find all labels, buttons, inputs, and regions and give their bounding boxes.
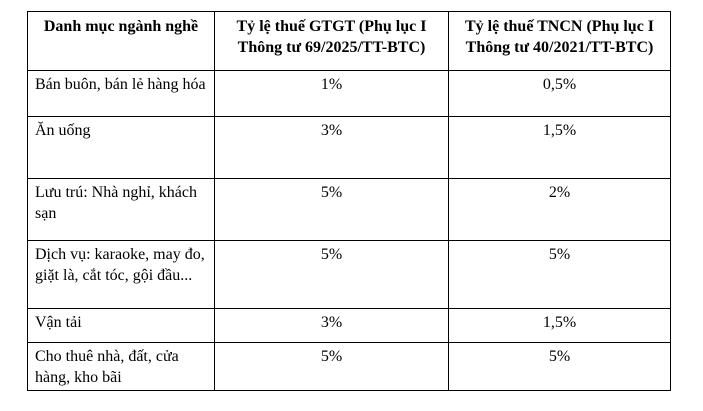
industry-cell: Ăn uống	[27, 116, 215, 179]
table-row: Vận tải 3% 1,5%	[27, 308, 671, 343]
pit-rate-cell: 2%	[448, 178, 671, 241]
vat-rate-cell: 3%	[214, 116, 449, 179]
pit-rate-cell: 5%	[448, 240, 671, 309]
industry-cell: Cho thuê nhà, đất, cửa hàng, kho bãi	[27, 342, 215, 391]
table-header-row: Danh mục ngành nghề Tỷ lệ thuế GTGT (Phụ…	[27, 11, 671, 71]
header-pit-rate: Tỷ lệ thuế TNCN (Phụ lục I Thông tư 40/2…	[448, 11, 671, 71]
pit-rate-cell: 5%	[448, 342, 671, 391]
industry-cell: Vận tải	[27, 308, 215, 343]
pit-rate-cell: 0,5%	[448, 70, 671, 117]
tax-rate-table: Danh mục ngành nghề Tỷ lệ thuế GTGT (Phụ…	[27, 11, 671, 391]
table-row: Cho thuê nhà, đất, cửa hàng, kho bãi 5% …	[27, 342, 671, 391]
vat-rate-cell: 3%	[214, 308, 449, 343]
pit-rate-cell: 1,5%	[448, 116, 671, 179]
header-vat-rate: Tỷ lệ thuế GTGT (Phụ lục I Thông tư 69/2…	[214, 11, 449, 71]
vat-rate-cell: 5%	[214, 178, 449, 241]
vat-rate-cell: 5%	[214, 342, 449, 391]
table-row: Bán buôn, bán lẻ hàng hóa 1% 0,5%	[27, 70, 671, 117]
table-row: Lưu trú: Nhà nghỉ, khách sạn 5% 2%	[27, 178, 671, 241]
table-row: Dịch vụ: karaoke, may đo, giặt là, cắt t…	[27, 240, 671, 309]
header-industry: Danh mục ngành nghề	[27, 11, 215, 71]
vat-rate-cell: 1%	[214, 70, 449, 117]
vat-rate-cell: 5%	[214, 240, 449, 309]
industry-cell: Dịch vụ: karaoke, may đo, giặt là, cắt t…	[27, 240, 215, 309]
table-row: Ăn uống 3% 1,5%	[27, 116, 671, 179]
industry-cell: Lưu trú: Nhà nghỉ, khách sạn	[27, 178, 215, 241]
industry-cell: Bán buôn, bán lẻ hàng hóa	[27, 70, 215, 117]
pit-rate-cell: 1,5%	[448, 308, 671, 343]
